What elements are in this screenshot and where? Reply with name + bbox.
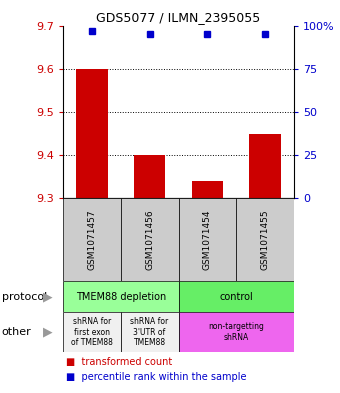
Text: GSM1071454: GSM1071454 <box>203 209 212 270</box>
Bar <box>178 281 294 312</box>
Text: non-targetting
shRNA: non-targetting shRNA <box>208 322 264 342</box>
Text: GSM1071457: GSM1071457 <box>87 209 96 270</box>
Bar <box>178 312 294 352</box>
Text: shRNA for
3'UTR of
TMEM88: shRNA for 3'UTR of TMEM88 <box>131 317 169 347</box>
Text: GSM1071456: GSM1071456 <box>145 209 154 270</box>
Text: ▶: ▶ <box>43 290 52 303</box>
Text: protocol: protocol <box>2 292 47 302</box>
Bar <box>236 198 294 281</box>
Bar <box>76 69 108 198</box>
Bar <box>63 281 178 312</box>
Bar <box>178 198 236 281</box>
Bar <box>63 312 121 352</box>
Text: ▶: ▶ <box>43 325 52 339</box>
Text: shRNA for
first exon
of TMEM88: shRNA for first exon of TMEM88 <box>71 317 113 347</box>
Bar <box>121 312 178 352</box>
Text: GSM1071455: GSM1071455 <box>261 209 270 270</box>
Bar <box>134 155 166 198</box>
Bar <box>249 134 281 198</box>
Title: GDS5077 / ILMN_2395055: GDS5077 / ILMN_2395055 <box>96 11 261 24</box>
Text: control: control <box>219 292 253 302</box>
Text: other: other <box>2 327 31 337</box>
Text: ■  transformed count: ■ transformed count <box>66 356 173 367</box>
Bar <box>121 198 178 281</box>
Bar <box>191 181 223 198</box>
Text: ■  percentile rank within the sample: ■ percentile rank within the sample <box>66 372 247 382</box>
Text: TMEM88 depletion: TMEM88 depletion <box>75 292 166 302</box>
Bar <box>63 198 121 281</box>
